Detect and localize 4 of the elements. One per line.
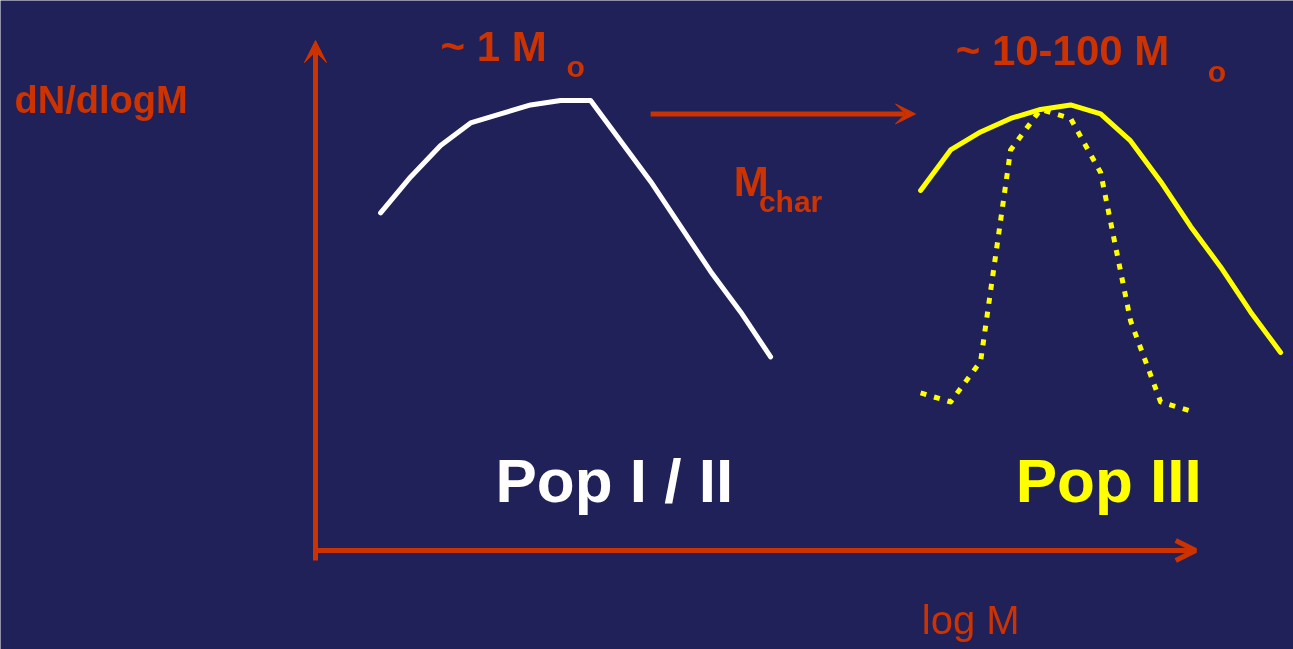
y-axis-title: dN/dlogM <box>14 79 188 122</box>
x-axis-title: log M <box>921 598 1020 643</box>
series-label: Pop III <box>1015 446 1202 516</box>
series-label: Pop I / II <box>495 446 734 516</box>
